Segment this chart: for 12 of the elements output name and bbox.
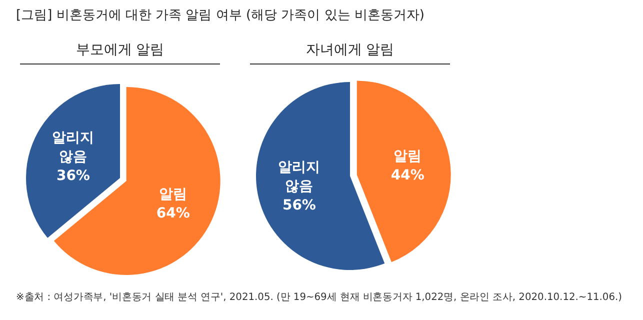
data-label: 44%: [390, 168, 424, 184]
slice-label: 알리지 않음: [52, 130, 94, 165]
data-label: 36%: [56, 168, 90, 184]
slice-label: 알림: [394, 148, 422, 164]
slice-label: 알리지 않음: [278, 160, 320, 195]
chart-subtitle: 자녀에게 알림: [306, 42, 394, 58]
chart-title: [그림] 비혼동거에 대한 가족 알림 여부 (해당 가족이 있는 비혼동거자): [16, 8, 424, 23]
data-label: 56%: [282, 198, 316, 214]
text: ※출처 : 여성가족부, '비혼동거 실태 분석 연구', 2021.05. (만 19~69세 현재 비혼동거자 1,022명, 온라인 조사, 2020.10.12.~11.06.): [16, 292, 630, 303]
data-label: 64%: [156, 205, 190, 222]
chart-subtitle: 부모에게 알림: [76, 42, 164, 58]
slice-label: 알림: [159, 186, 188, 202]
